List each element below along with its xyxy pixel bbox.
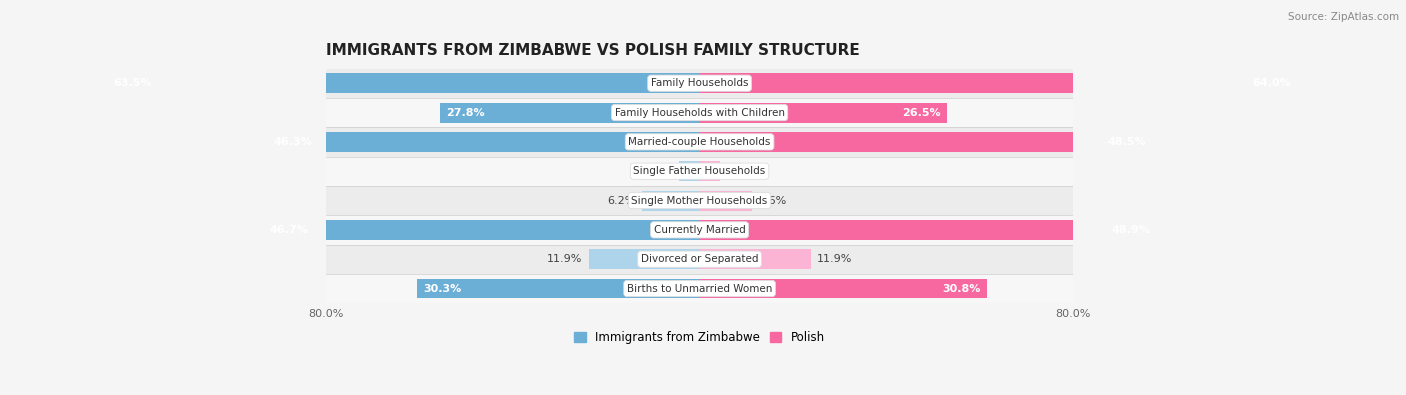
Text: 48.9%: 48.9% <box>1111 225 1150 235</box>
Text: 5.6%: 5.6% <box>758 196 786 205</box>
Text: 46.3%: 46.3% <box>274 137 312 147</box>
Bar <box>326 69 1073 98</box>
Bar <box>440 103 700 122</box>
Bar <box>326 245 1073 274</box>
Text: 2.2%: 2.2% <box>725 166 755 176</box>
Bar <box>326 127 1073 156</box>
Text: 30.3%: 30.3% <box>423 284 461 293</box>
Text: IMMIGRANTS FROM ZIMBABWE VS POLISH FAMILY STRUCTURE: IMMIGRANTS FROM ZIMBABWE VS POLISH FAMIL… <box>326 43 860 58</box>
Text: 11.9%: 11.9% <box>547 254 582 264</box>
Bar <box>267 132 700 152</box>
Text: 48.5%: 48.5% <box>1108 137 1146 147</box>
Bar <box>700 220 1156 240</box>
Bar <box>679 161 700 181</box>
Text: Single Father Households: Single Father Households <box>634 166 766 176</box>
Bar <box>326 215 1073 245</box>
Bar <box>700 73 1296 93</box>
Text: Births to Unmarried Women: Births to Unmarried Women <box>627 284 772 293</box>
Text: Divorced or Separated: Divorced or Separated <box>641 254 758 264</box>
Bar <box>700 190 752 211</box>
Bar <box>641 190 700 211</box>
Text: 11.9%: 11.9% <box>817 254 852 264</box>
Bar <box>326 156 1073 186</box>
Text: 27.8%: 27.8% <box>446 107 485 118</box>
Bar <box>107 73 700 93</box>
Bar <box>326 98 1073 127</box>
Text: Single Mother Households: Single Mother Households <box>631 196 768 205</box>
Bar <box>700 249 811 269</box>
Text: Family Households with Children: Family Households with Children <box>614 107 785 118</box>
Bar <box>700 103 946 122</box>
Bar <box>326 274 1073 303</box>
Bar <box>264 220 700 240</box>
Bar <box>700 278 987 299</box>
Bar <box>589 249 700 269</box>
Text: Married-couple Households: Married-couple Households <box>628 137 770 147</box>
Text: Family Households: Family Households <box>651 78 748 88</box>
Text: 2.2%: 2.2% <box>644 166 673 176</box>
Text: 30.8%: 30.8% <box>942 284 981 293</box>
Text: Source: ZipAtlas.com: Source: ZipAtlas.com <box>1288 12 1399 22</box>
Legend: Immigrants from Zimbabwe, Polish: Immigrants from Zimbabwe, Polish <box>569 326 830 349</box>
Text: Currently Married: Currently Married <box>654 225 745 235</box>
Text: 46.7%: 46.7% <box>270 225 309 235</box>
Text: 63.5%: 63.5% <box>112 78 152 88</box>
Bar <box>416 278 700 299</box>
Bar <box>326 186 1073 215</box>
Text: 26.5%: 26.5% <box>903 107 941 118</box>
Text: 64.0%: 64.0% <box>1251 78 1291 88</box>
Bar <box>700 132 1152 152</box>
Text: 6.2%: 6.2% <box>607 196 636 205</box>
Bar <box>700 161 720 181</box>
